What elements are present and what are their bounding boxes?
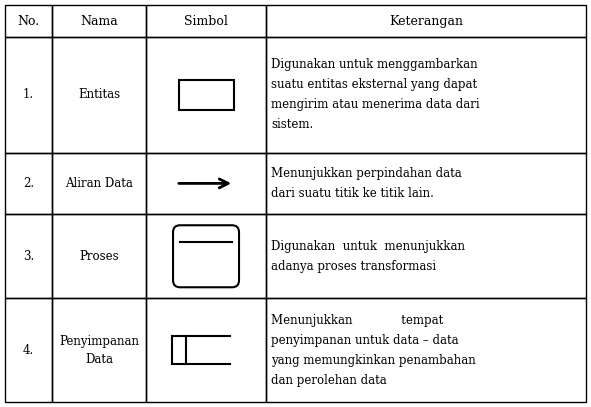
- Bar: [146, 298, 267, 402]
- Bar: [52, 37, 146, 153]
- Text: 4.: 4.: [23, 344, 34, 357]
- Text: Aliran Data: Aliran Data: [65, 177, 133, 190]
- Bar: [5, 37, 52, 153]
- Text: Proses: Proses: [79, 250, 119, 263]
- Text: Nama: Nama: [80, 15, 118, 28]
- Text: Menunjukkan             tempat
penyimpanan untuk data – data
yang memungkinkan p: Menunjukkan tempat penyimpanan untuk dat…: [271, 314, 476, 387]
- Bar: [52, 214, 146, 298]
- Bar: [146, 153, 267, 214]
- Text: Menunjukkan perpindahan data
dari suatu titik ke titik lain.: Menunjukkan perpindahan data dari suatu …: [271, 167, 462, 200]
- Bar: [178, 80, 233, 110]
- Bar: [267, 5, 586, 37]
- Bar: [267, 214, 586, 298]
- Text: Entitas: Entitas: [78, 88, 120, 101]
- Text: 1.: 1.: [23, 88, 34, 101]
- Bar: [5, 298, 52, 402]
- Text: Keterangan: Keterangan: [389, 15, 463, 28]
- Bar: [52, 153, 146, 214]
- Bar: [267, 298, 586, 402]
- Text: Penyimpanan
Data: Penyimpanan Data: [59, 335, 139, 366]
- Text: Digunakan  untuk  menunjukkan
adanya proses transformasi: Digunakan untuk menunjukkan adanya prose…: [271, 240, 465, 273]
- Text: No.: No.: [18, 15, 40, 28]
- Bar: [267, 153, 586, 214]
- Bar: [146, 5, 267, 37]
- Text: 2.: 2.: [23, 177, 34, 190]
- Bar: [146, 37, 267, 153]
- Bar: [52, 5, 146, 37]
- Text: Simbol: Simbol: [184, 15, 228, 28]
- Bar: [146, 214, 267, 298]
- Bar: [5, 5, 52, 37]
- Bar: [5, 153, 52, 214]
- Text: Digunakan untuk menggambarkan
suatu entitas eksternal yang dapat
mengirim atau m: Digunakan untuk menggambarkan suatu enti…: [271, 59, 480, 131]
- Bar: [267, 37, 586, 153]
- Bar: [52, 298, 146, 402]
- Bar: [5, 214, 52, 298]
- Text: 3.: 3.: [23, 250, 34, 263]
